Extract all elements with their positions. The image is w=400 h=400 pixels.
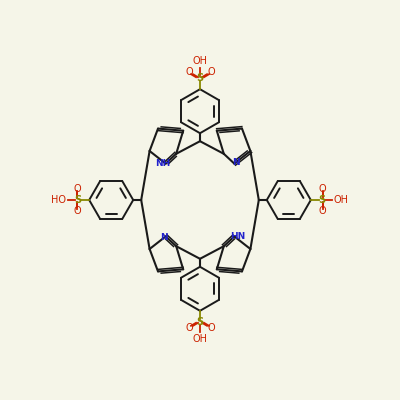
Text: O: O (73, 184, 81, 194)
Text: S: S (318, 195, 325, 205)
Text: O: O (319, 206, 327, 216)
Text: O: O (185, 67, 193, 77)
Text: S: S (75, 195, 82, 205)
Text: O: O (73, 206, 81, 216)
Text: O: O (319, 184, 327, 194)
Text: NH: NH (155, 159, 170, 168)
Text: O: O (185, 323, 193, 333)
Text: OH: OH (192, 56, 208, 66)
Text: O: O (207, 323, 215, 333)
Text: O: O (207, 67, 215, 77)
Text: N: N (160, 233, 168, 242)
Text: OH: OH (334, 195, 349, 205)
Text: HO: HO (51, 195, 66, 205)
Text: HN: HN (230, 232, 245, 241)
Text: S: S (196, 73, 204, 83)
Text: N: N (232, 158, 240, 167)
Text: OH: OH (192, 334, 208, 344)
Text: S: S (196, 317, 204, 327)
